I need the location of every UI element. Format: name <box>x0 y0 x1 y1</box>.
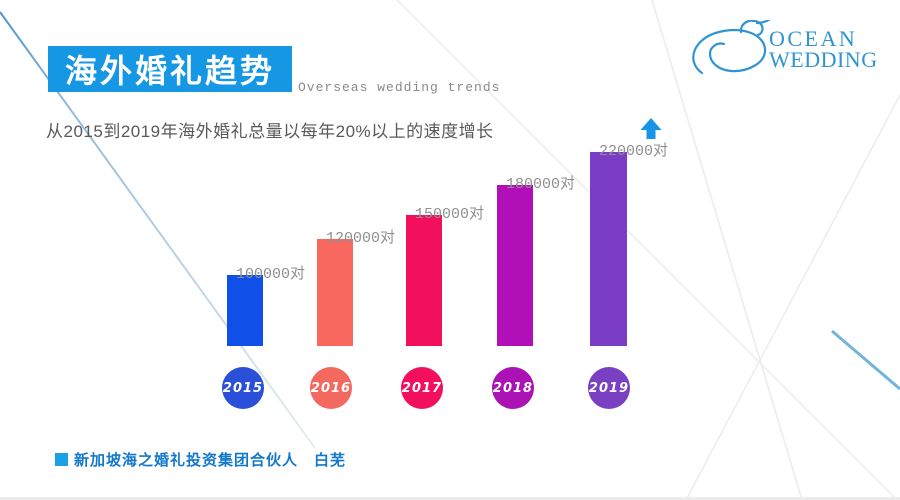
brand-logo: OCEAN WEDDING <box>685 11 890 82</box>
blue-accent-line <box>831 329 900 391</box>
footer-credit: 新加坡海之婚礼投资集团合伙人 白芜 <box>55 449 346 470</box>
year-circle-2019: 2019 <box>588 367 630 409</box>
page-subtitle-en: Overseas wedding trends <box>298 80 501 95</box>
brand-name-line2: WEDDING <box>769 47 878 72</box>
bar-value-label: 150000对 <box>415 206 485 223</box>
brand-name-line1: OCEAN <box>769 26 858 51</box>
slide-bottom-edge <box>0 497 900 500</box>
bar-value-label: 220000对 <box>599 143 669 160</box>
diagonal-line-3 <box>685 94 900 500</box>
year-circle-2018: 2018 <box>492 367 534 409</box>
bullet-square <box>55 453 68 466</box>
page-title: 海外婚礼趋势 <box>48 46 292 92</box>
bar-2015 <box>227 275 263 346</box>
page-title-text: 海外婚礼趋势 <box>64 53 275 89</box>
conch-shell-icon <box>692 11 777 75</box>
bar-2019 <box>590 152 627 346</box>
year-circle-2017: 2017 <box>401 367 443 409</box>
bar-2016 <box>317 239 353 346</box>
footer-credit-text: 新加坡海之婚礼投资集团合伙人 白芜 <box>74 452 347 469</box>
bar-2018 <box>497 185 533 346</box>
bar-value-label: 100000对 <box>236 266 306 283</box>
bar-2017 <box>406 215 442 346</box>
bar-value-label: 180000对 <box>506 176 576 193</box>
year-circle-2015: 2015 <box>222 367 264 409</box>
bar-value-label: 120000对 <box>326 230 396 247</box>
year-circle-2016: 2016 <box>310 367 352 409</box>
brand-name: OCEAN WEDDING <box>769 26 878 72</box>
description-text: 从2015到2019年海外婚礼总量以每年20%以上的速度增长 <box>46 122 494 141</box>
